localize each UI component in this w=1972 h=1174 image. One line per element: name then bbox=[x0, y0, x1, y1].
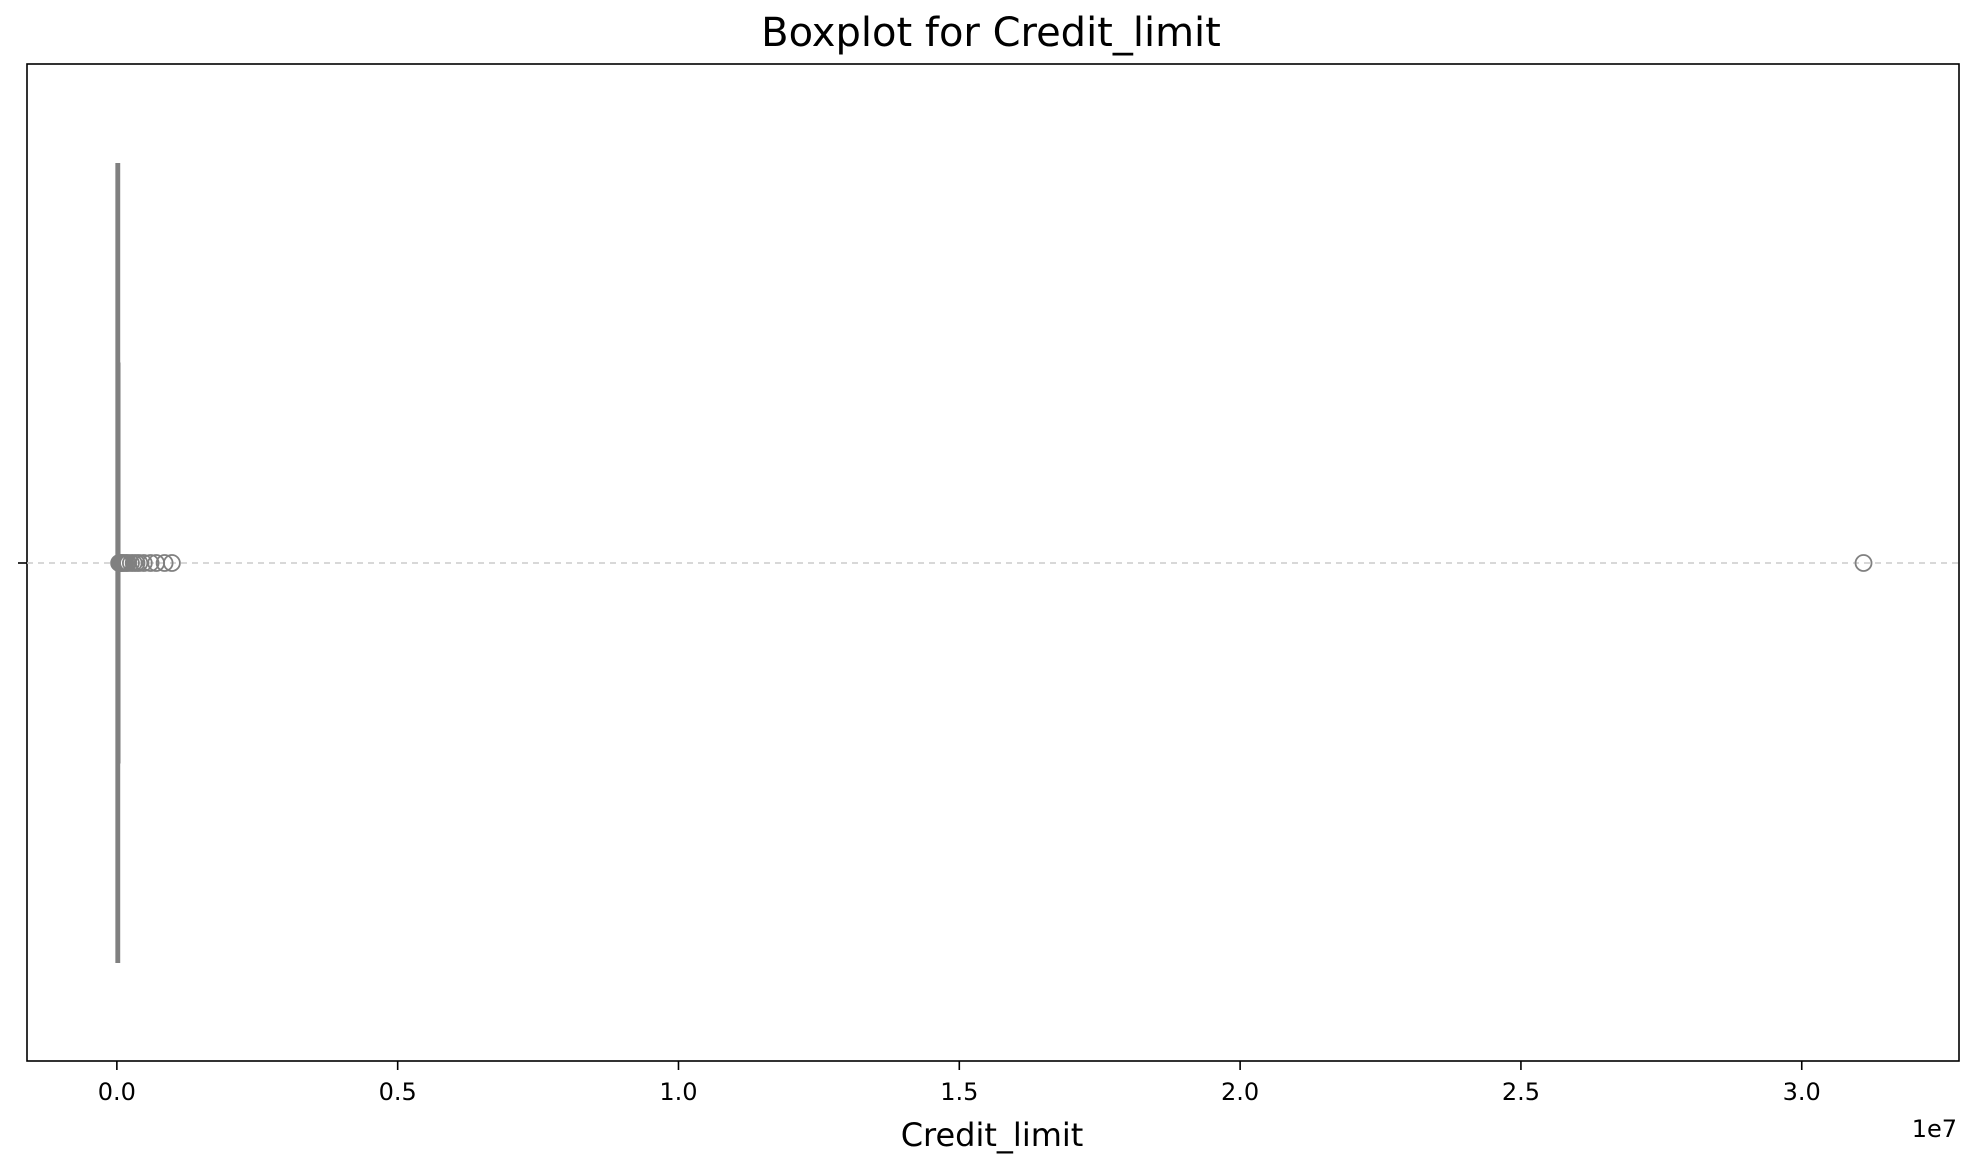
outlier-point bbox=[1854, 554, 1873, 572]
x-tick-label: 3.0 bbox=[1783, 1078, 1821, 1106]
x-axis: 0.0 0.5 1.0 1.5 2.0 2.5 3.0 bbox=[18, 562, 1821, 1106]
x-tick-label: 1.0 bbox=[659, 1078, 697, 1106]
x-tick-label: 0.0 bbox=[98, 1078, 136, 1106]
outlier-point bbox=[155, 554, 174, 572]
x-tick-label: 0.5 bbox=[379, 1078, 417, 1106]
chart-title: Boxplot for Credit_limit bbox=[761, 10, 1221, 56]
x-tick-label: 2.0 bbox=[1221, 1078, 1259, 1106]
outlier-layer bbox=[110, 554, 1873, 572]
outlier-point bbox=[162, 554, 181, 572]
outlier-point bbox=[134, 554, 153, 572]
x-tick-label: 1.5 bbox=[940, 1078, 978, 1106]
x-axis-label: Credit_limit bbox=[901, 1116, 1084, 1154]
x-axis-offset-label: 1e7 bbox=[1912, 1115, 1957, 1143]
x-tick-label: 2.5 bbox=[1502, 1078, 1540, 1106]
outlier-point bbox=[141, 554, 160, 572]
